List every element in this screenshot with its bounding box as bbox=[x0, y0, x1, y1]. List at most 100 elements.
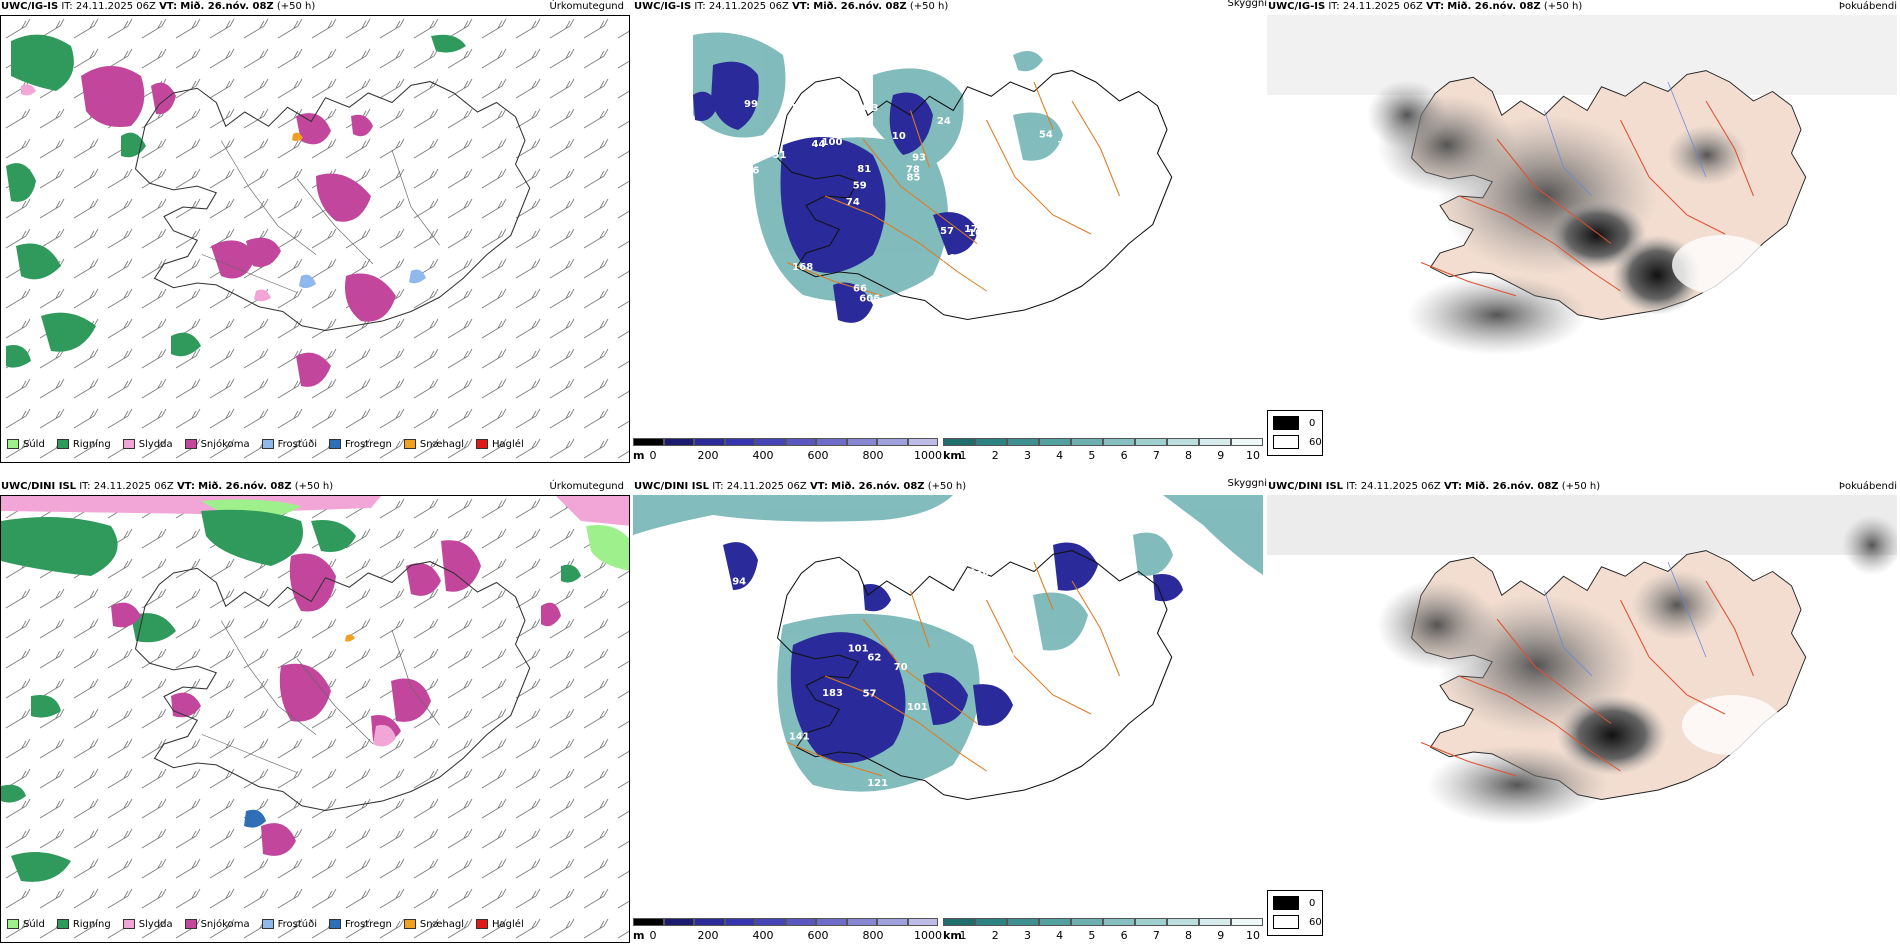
panel-title: UWC/IG-IS IT: 24.11.2025 06Z VT: Mið. 26… bbox=[1, 1, 316, 12]
colorbar-tick: 9 bbox=[1217, 449, 1225, 462]
legend-item: Frostregn bbox=[329, 919, 392, 930]
fog-legend-row: 60 bbox=[1273, 435, 1322, 449]
cloud-base-label: 606 bbox=[859, 294, 880, 305]
colorbar-segment bbox=[1135, 918, 1167, 926]
legend-item: Snæhagl bbox=[403, 439, 464, 450]
panel-type-label: Úrkomutegund bbox=[549, 481, 624, 492]
cloud-base-label: 98 bbox=[857, 59, 871, 70]
colorbar-tick: 3 bbox=[1023, 449, 1031, 462]
colorbar-tick: 4 bbox=[1056, 449, 1064, 462]
cloud-base-label: 95 bbox=[830, 531, 844, 542]
fog-legend-swatch bbox=[1273, 435, 1299, 449]
colorbar-unit: m bbox=[633, 449, 645, 462]
panel-type-label: Þokuábendi bbox=[1838, 481, 1897, 492]
cloud-base-label: 105 bbox=[744, 811, 765, 822]
colorbar-tick: 400 bbox=[752, 449, 774, 462]
legend-label: Frostregn bbox=[345, 918, 392, 930]
colorbar-tick: 5 bbox=[1088, 929, 1096, 942]
colorbar-tick: 7 bbox=[1152, 449, 1160, 462]
colorbar-segment bbox=[877, 438, 908, 446]
cloud-base-label: 85 bbox=[907, 173, 921, 184]
legend-swatch bbox=[184, 439, 197, 449]
colorbar-tick: 6 bbox=[1120, 449, 1128, 462]
colorbar-segment bbox=[846, 438, 877, 446]
colorbar-tick: 1 bbox=[959, 449, 967, 462]
legend-item: Súld bbox=[7, 919, 45, 930]
cloud-base-label: 130 bbox=[1067, 649, 1088, 660]
colorbar-segment bbox=[694, 918, 725, 926]
cloud-base-label: 68 bbox=[977, 634, 991, 645]
legend-item: Frostúði bbox=[261, 439, 317, 450]
legend-label: Rigning bbox=[72, 918, 111, 930]
legend-item: Snjókoma bbox=[184, 918, 250, 930]
cloud-base-label: 163 bbox=[1004, 323, 1025, 334]
cloud-base-label: 236 bbox=[969, 568, 990, 579]
cloud-base-label: 17 bbox=[964, 224, 978, 235]
panel-type-label: Þokuábendi bbox=[1838, 1, 1897, 12]
cloud-base-label: 102 bbox=[750, 675, 771, 686]
cloud-base-label: 103 bbox=[942, 253, 963, 264]
cloud-base-label: 102 bbox=[968, 228, 989, 239]
legend-swatch bbox=[56, 919, 69, 929]
cloud-base-label: 78 bbox=[906, 164, 920, 175]
fog-legend-row: 60 bbox=[1273, 915, 1322, 929]
legend-swatch bbox=[329, 919, 341, 929]
visibility-colorbar: km 1 2 3 4 5 6 7 8 9 10 bbox=[943, 918, 1263, 944]
cloud-base-label: 57 bbox=[940, 226, 954, 237]
legend-label: Frostúði bbox=[277, 918, 317, 930]
legend-swatch bbox=[261, 439, 274, 449]
colorbar-segment bbox=[755, 918, 786, 926]
cloud-base-label: 86 bbox=[963, 72, 977, 83]
cloud-base-label: 141 bbox=[789, 732, 810, 743]
panel-type-label: Úrkomutegund bbox=[549, 1, 624, 12]
cloud-base-label: 95 bbox=[781, 297, 795, 308]
cloud-base-label: 62 bbox=[867, 653, 881, 664]
cloud-visibility-panel-top: UWC/IG-IS IT: 24.11.2025 06Z VT: Mið. 26… bbox=[633, 0, 1267, 468]
legend-item: Haglél bbox=[476, 919, 524, 930]
cloud-base-colorbar: m 0 200 400 600 800 1000 bbox=[633, 438, 942, 464]
cloud-base-label: 99 bbox=[921, 824, 935, 835]
colorbar-tick: 3 bbox=[1023, 929, 1031, 942]
legend-label: Snjókoma bbox=[200, 918, 250, 930]
panel-title: UWC/DINI ISL IT: 24.11.2025 06Z VT: Mið.… bbox=[1, 481, 334, 492]
colorbar-tick: 2 bbox=[991, 449, 999, 462]
colorbar-segment bbox=[1231, 438, 1263, 446]
cloud-base-label: 54 bbox=[1039, 130, 1053, 141]
cloud-base-label: 57 bbox=[863, 688, 877, 699]
legend-label: Haglél bbox=[492, 438, 524, 450]
legend-item: Slydda bbox=[122, 919, 173, 930]
cloud-base-label: 93 bbox=[912, 153, 926, 164]
panel-type-label: Skyggni bbox=[1227, 478, 1267, 489]
colorbar-segment bbox=[816, 918, 847, 926]
colorbar-segment bbox=[785, 438, 816, 446]
fog-legend-row: 0 bbox=[1273, 416, 1315, 430]
fog-map-top bbox=[1267, 15, 1897, 355]
fog-legend-label: 60 bbox=[1309, 436, 1322, 448]
legend-label: Snæhagl bbox=[419, 918, 465, 930]
cloud-base-label: 59 bbox=[853, 181, 867, 192]
cloud-base-label: 72 bbox=[1058, 140, 1072, 151]
cloud-base-label: 90 bbox=[724, 310, 738, 321]
colorbar-segment bbox=[1071, 438, 1103, 446]
precip-map bbox=[1, 16, 629, 462]
cloud-base-label: 150 bbox=[1034, 650, 1055, 661]
cloud-labels-top: 189 136 229 74 24 22 86 10 18 100 90 95 63 93 102 99 98 7… bbox=[724, 59, 1086, 350]
cloud-base-label: 99 bbox=[912, 825, 926, 836]
fog-legend-bottom: 0 60 bbox=[1267, 890, 1323, 936]
cloud-base-label: 73 bbox=[734, 694, 748, 705]
colorbar-segment bbox=[1007, 438, 1039, 446]
cloud-base-label: 168 bbox=[792, 262, 813, 273]
cloud-base-label: 99 bbox=[744, 99, 758, 110]
colorbar-segment bbox=[1167, 918, 1199, 926]
colorbar-tick: 0 bbox=[649, 929, 657, 942]
legend-label: Frostregn bbox=[345, 438, 392, 450]
cloud-base-label: 82 bbox=[918, 595, 932, 606]
colorbar-segment bbox=[943, 438, 975, 446]
cloud-visibility-panel-bottom: UWC/DINI ISL IT: 24.11.2025 06Z VT: Mið.… bbox=[633, 478, 1267, 948]
colorbar-tick: 9 bbox=[1217, 929, 1225, 942]
cloud-base-label: 70 bbox=[894, 662, 908, 673]
colorbar-tick: 600 bbox=[807, 929, 829, 942]
cloud-base-label: 96 bbox=[727, 329, 741, 340]
colorbar-tick: 0 bbox=[649, 449, 657, 462]
colorbar-segment bbox=[975, 438, 1007, 446]
